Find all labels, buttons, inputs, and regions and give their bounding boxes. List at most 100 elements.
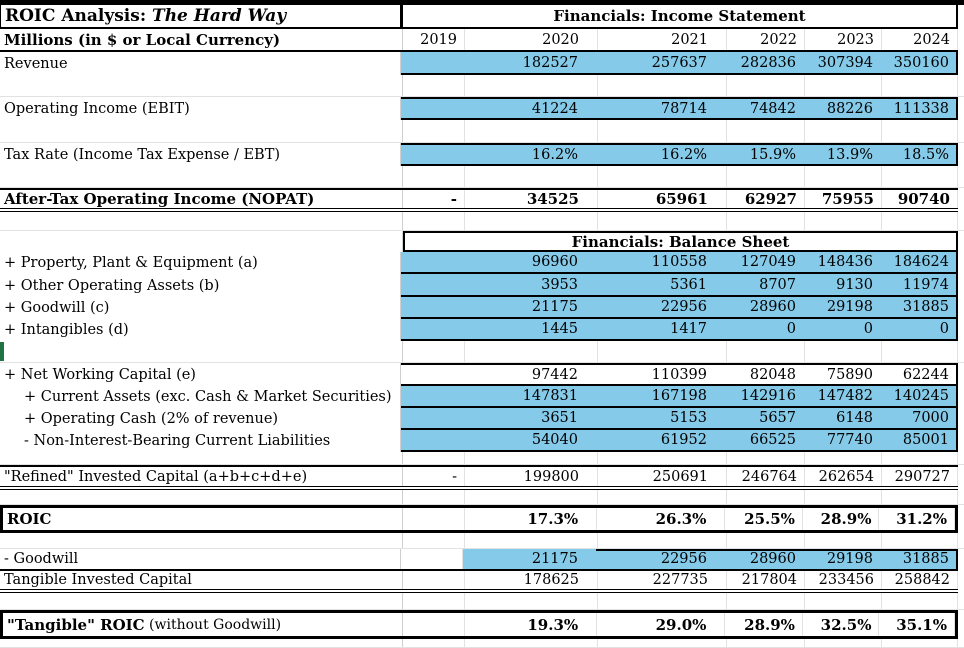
cell-2024-spacer-9[interactable]	[882, 593, 958, 609]
cell-2023-other-assets[interactable]: 9130	[836, 276, 873, 293]
cell-2020-spacer-3[interactable]	[465, 166, 598, 187]
cell-2021-spacer-4[interactable]	[598, 212, 727, 230]
cell-label-tangible-roic[interactable]: "Tangible" ROIC (without Goodwill)	[3, 613, 404, 636]
cell-label-tangible-ic[interactable]: Tangible Invested Capital	[0, 571, 403, 589]
cell-2023-spacer-9[interactable]	[805, 593, 882, 609]
cell-2024-tax-rate[interactable]: 18.5%	[902, 146, 949, 163]
cell-2021-refined-ic[interactable]: 250691	[598, 467, 727, 486]
cell-2023-roic[interactable]: 28.9%	[803, 508, 880, 530]
cell-2019-ebit[interactable]	[401, 99, 463, 118]
cell-2022-nibcl[interactable]: 66525	[749, 432, 796, 448]
cell-2023-spacer-6[interactable]	[805, 452, 882, 464]
cell-2024-minus-goodwill[interactable]: 31885	[880, 549, 956, 569]
cell-2023-bottom-strip[interactable]	[805, 639, 882, 647]
cell-2020-nibcl[interactable]: 54040	[531, 432, 578, 448]
cell-label-spacer-6[interactable]	[0, 452, 403, 464]
cell-2024-spacer-4[interactable]	[882, 212, 958, 230]
cell-2020-operating-cash[interactable]: 3651	[541, 410, 578, 426]
cell-2023-spacer-4[interactable]	[805, 212, 882, 230]
cell-2024-refined-ic[interactable]: 290727	[882, 467, 958, 486]
cell-2020-spacer-9[interactable]	[465, 593, 598, 609]
cell-2021-intangibles[interactable]: 1417	[670, 321, 707, 337]
cell-label-spacer-1[interactable]	[0, 75, 403, 96]
cell-2024-operating-cash[interactable]: 7000	[912, 410, 949, 426]
cell-2023-spacer-3[interactable]	[805, 166, 882, 187]
cell-2019-spacer-2[interactable]	[403, 120, 465, 142]
cell-label-operating-cash[interactable]: + Operating Cash (2% of revenue)	[0, 408, 401, 430]
cell-2023-spacer-2[interactable]	[805, 120, 882, 142]
cell-2020-nopat[interactable]: 34525	[465, 190, 598, 208]
cell-2024-tangible-ic[interactable]: 258842	[882, 571, 958, 589]
year-header-2019[interactable]: 2019	[403, 29, 465, 50]
cell-label-other-assets[interactable]: + Other Operating Assets (b)	[0, 274, 401, 297]
cell-2019-intangibles[interactable]	[401, 319, 463, 339]
cell-2021-revenue[interactable]: 257637	[651, 54, 707, 71]
cell-2019-roic[interactable]	[403, 508, 465, 530]
cell-2022-bottom-strip[interactable]	[727, 639, 805, 647]
cell-2020-current-assets[interactable]: 147831	[522, 388, 578, 404]
cell-2021-spacer-1[interactable]	[598, 75, 727, 96]
cell-2023-nopat[interactable]: 75955	[805, 190, 882, 208]
sheet-title-cell[interactable]: ROIC Analysis: The Hard Way	[0, 5, 403, 29]
cell-2023-operating-cash[interactable]: 6148	[836, 410, 873, 426]
cell-label-current-assets[interactable]: + Current Assets (exc. Cash & Market Sec…	[0, 386, 401, 408]
cell-2019-nopat[interactable]: -	[403, 190, 465, 208]
cell-2023-tangible-roic[interactable]: 32.5%	[803, 613, 880, 636]
cell-2020-spacer-6[interactable]	[465, 452, 598, 464]
cell-2022-nwc[interactable]: 82048	[749, 366, 796, 383]
cell-2022-roic[interactable]: 25.5%	[725, 508, 803, 530]
cell-label-spacer-2[interactable]	[0, 120, 403, 142]
cell-2020-roic[interactable]: 17.3%	[465, 508, 598, 530]
cell-label-refined-ic[interactable]: "Refined" Invested Capital (a+b+c+d+e)	[0, 467, 403, 486]
cell-2024-spacer-5[interactable]	[882, 341, 958, 362]
cell-2024-ebit[interactable]: 111338	[893, 100, 949, 117]
cell-2019-operating-cash[interactable]	[401, 408, 463, 428]
cell-2019-spacer-9[interactable]	[403, 593, 465, 609]
cell-label-spacer-4[interactable]	[0, 212, 403, 230]
cell-2019-spacer-3[interactable]	[403, 166, 465, 187]
cell-2024-spacer-3[interactable]	[882, 166, 958, 187]
cell-2021-other-assets[interactable]: 5361	[670, 276, 707, 293]
cell-2019-spacer-8[interactable]	[403, 533, 465, 548]
cell-2019-revenue[interactable]	[401, 52, 463, 73]
cell-2022-spacer-7[interactable]	[727, 490, 805, 504]
cell-2023-nwc[interactable]: 75890	[826, 366, 873, 383]
cell-label-nopat[interactable]: After-Tax Operating Income (NOPAT)	[0, 190, 403, 208]
cell-2019-goodwill-c[interactable]	[401, 297, 463, 317]
cell-2024-nopat[interactable]: 90740	[882, 190, 958, 208]
cell-2020-minus-goodwill[interactable]: 21175	[531, 551, 578, 567]
cell-2023-ebit[interactable]: 88226	[826, 100, 873, 117]
cell-2024-nibcl[interactable]: 85001	[902, 432, 949, 448]
cell-2019-spacer-7[interactable]	[403, 490, 465, 504]
cell-2019-refined-ic[interactable]: -	[403, 467, 465, 486]
cell-2020-tangible-ic[interactable]: 178625	[465, 571, 598, 589]
cell-2022-refined-ic[interactable]: 246764	[727, 467, 805, 486]
units-label-cell[interactable]: Millions (in $ or Local Currency)	[0, 29, 403, 50]
cell-2024-revenue[interactable]: 350160	[893, 54, 949, 71]
cell-label-intangibles[interactable]: + Intangibles (d)	[0, 319, 401, 341]
cell-2019-nwc[interactable]	[401, 365, 463, 384]
cell-2020-revenue[interactable]: 182527	[522, 54, 578, 71]
cell-label-spacer-3[interactable]	[0, 166, 403, 187]
cell-label-tax-rate[interactable]: Tax Rate (Income Tax Expense / EBT)	[0, 143, 401, 166]
cell-2020-other-assets[interactable]: 3953	[541, 276, 578, 293]
cell-2020-ebit[interactable]: 41224	[531, 100, 578, 117]
cell-2024-spacer-8[interactable]	[882, 533, 958, 548]
cell-2022-minus-goodwill[interactable]: 28960	[725, 549, 803, 569]
cell-label-minus-goodwill[interactable]: - Goodwill	[0, 549, 402, 569]
cell-2021-spacer-3[interactable]	[598, 166, 727, 187]
cell-2020-spacer-1[interactable]	[465, 75, 598, 96]
cell-2023-minus-goodwill[interactable]: 29198	[803, 549, 880, 569]
cell-2021-spacer-7[interactable]	[598, 490, 727, 504]
cell-label-roic[interactable]: ROIC	[3, 508, 404, 530]
cell-2021-tangible-roic[interactable]: 29.0%	[597, 613, 726, 636]
cell-2021-spacer-2[interactable]	[598, 120, 727, 142]
cell-label-ppe[interactable]: + Property, Plant & Equipment (a)	[0, 252, 401, 274]
cell-label-bottom-strip[interactable]	[0, 639, 403, 647]
cell-2022-tax-rate[interactable]: 15.9%	[749, 146, 796, 163]
cell-2019-other-assets[interactable]	[401, 274, 463, 295]
cell-2022-spacer-1[interactable]	[727, 75, 805, 96]
cell-2024-ppe[interactable]: 184624	[893, 254, 949, 270]
cell-2021-spacer-8[interactable]	[598, 533, 727, 548]
cell-2024-tangible-roic[interactable]: 35.1%	[879, 613, 955, 636]
